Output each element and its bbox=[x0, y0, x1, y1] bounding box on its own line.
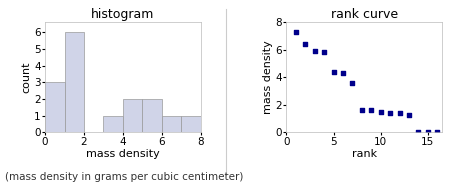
Point bbox=[368, 109, 375, 112]
Bar bbox=[162, 116, 181, 132]
Point bbox=[349, 81, 356, 84]
Point bbox=[292, 30, 299, 33]
Bar bbox=[64, 32, 84, 132]
X-axis label: mass density: mass density bbox=[86, 149, 160, 159]
Point bbox=[387, 112, 394, 115]
Point bbox=[405, 113, 413, 116]
Text: (mass density in grams per cubic centimeter): (mass density in grams per cubic centime… bbox=[5, 172, 243, 182]
X-axis label: rank: rank bbox=[352, 149, 377, 159]
Title: histogram: histogram bbox=[91, 8, 155, 21]
Point bbox=[321, 51, 328, 54]
Y-axis label: mass density: mass density bbox=[263, 40, 273, 114]
Point bbox=[330, 70, 337, 73]
Point bbox=[311, 50, 318, 53]
Point bbox=[396, 112, 403, 115]
Point bbox=[302, 43, 309, 46]
Bar bbox=[181, 116, 201, 132]
Y-axis label: count: count bbox=[22, 61, 32, 93]
Point bbox=[339, 72, 346, 75]
Point bbox=[358, 109, 365, 112]
Title: rank curve: rank curve bbox=[331, 8, 398, 21]
Point bbox=[434, 131, 441, 134]
Bar bbox=[103, 116, 123, 132]
Bar bbox=[143, 99, 162, 132]
Point bbox=[377, 110, 384, 113]
Bar bbox=[45, 82, 64, 132]
Point bbox=[424, 131, 432, 134]
Bar bbox=[123, 99, 143, 132]
Point bbox=[415, 130, 422, 133]
